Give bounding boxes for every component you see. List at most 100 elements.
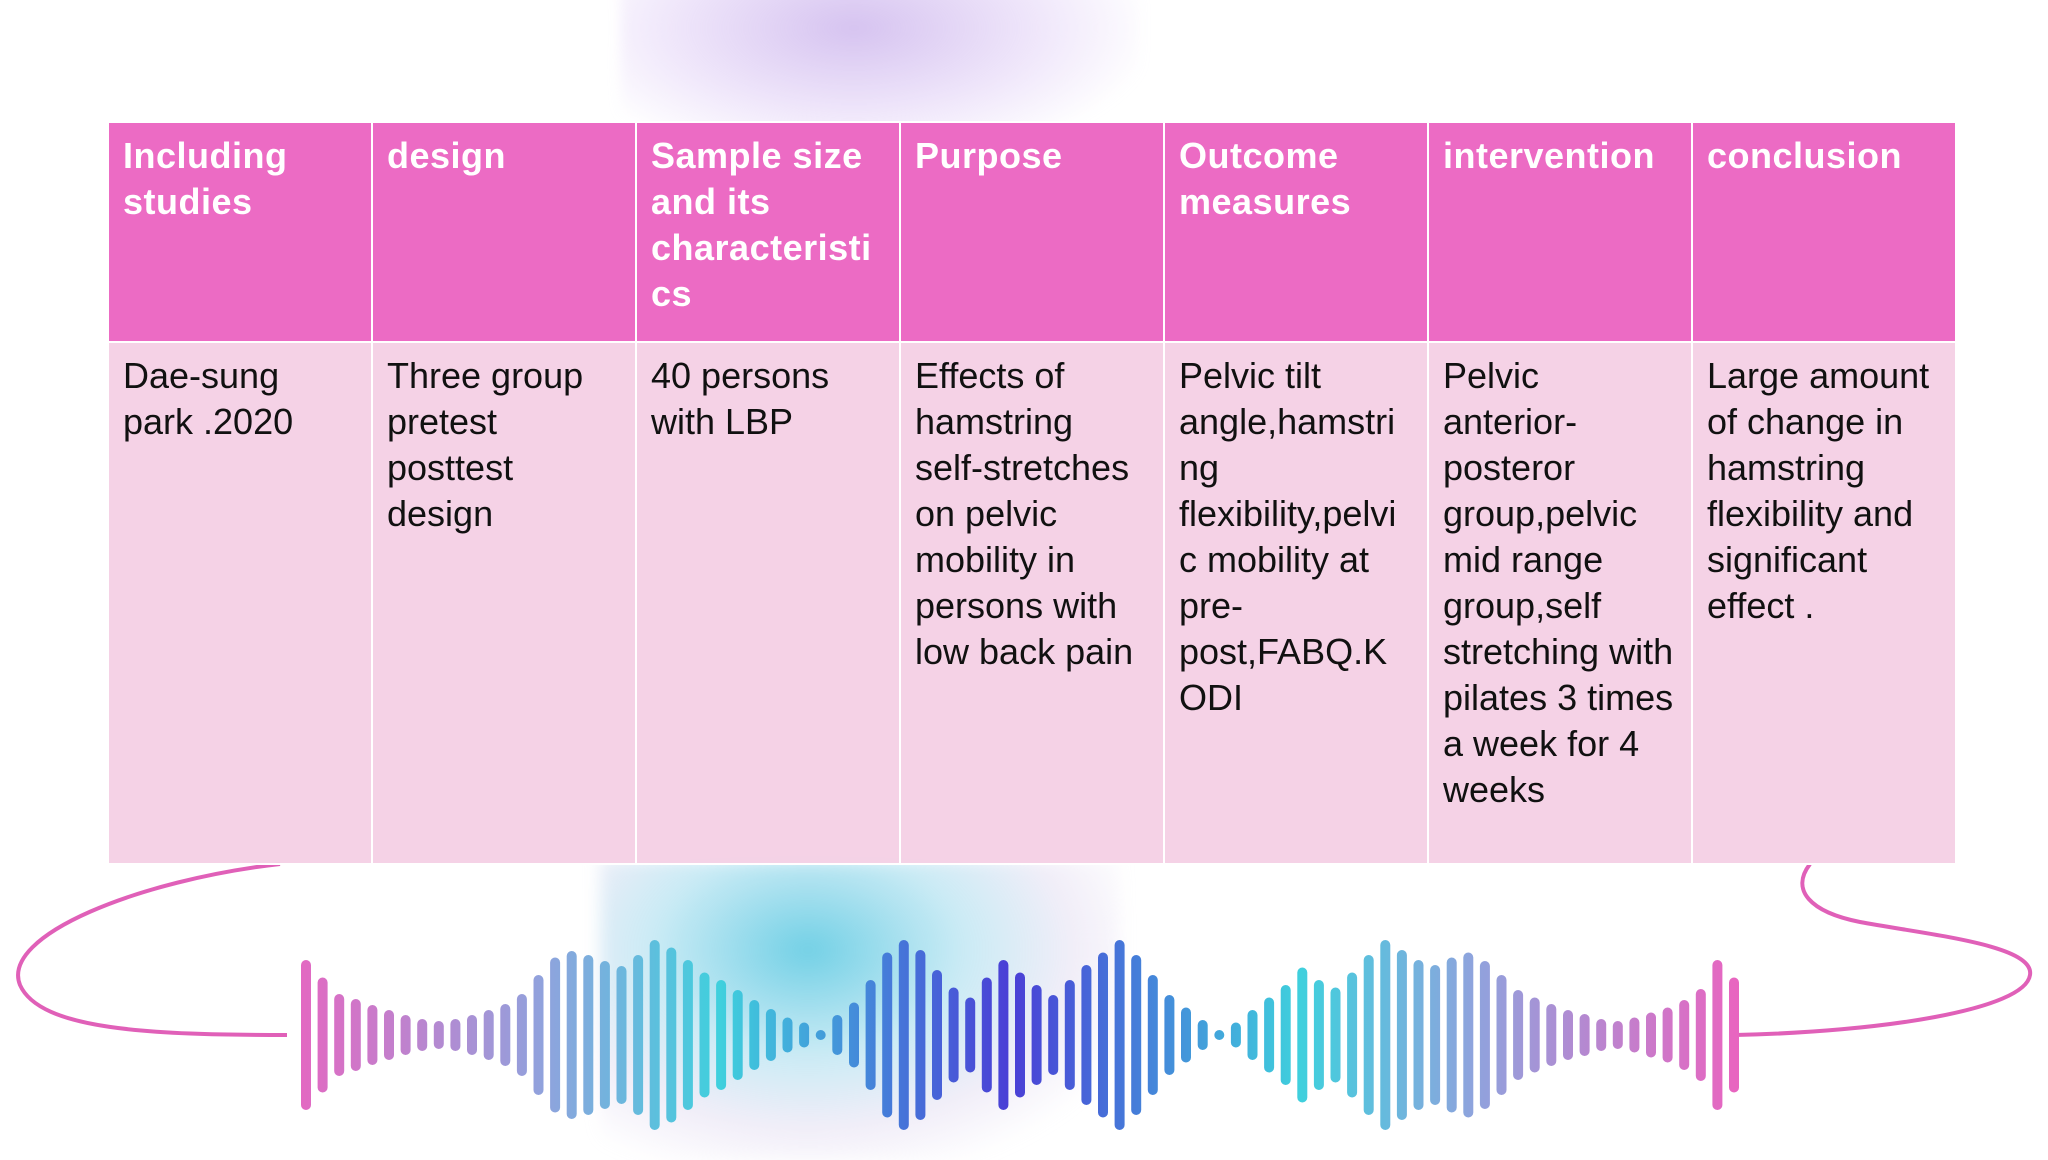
sound-wave-bar: [849, 1002, 859, 1068]
sound-wave-bar: [1695, 989, 1706, 1081]
header-including-studies: Including studies: [107, 121, 373, 343]
study-table-container: Including studies design Sample size and…: [107, 121, 1957, 865]
sound-wave-bar: [483, 1010, 494, 1060]
sound-wave-bar: [1513, 990, 1524, 1080]
sound-wave-bar: [865, 980, 876, 1090]
sound-wave-bar: [616, 966, 627, 1104]
sound-wave-bar: [649, 940, 660, 1130]
cell-including-studies: Dae-sung park .2020: [107, 341, 373, 865]
sound-wave-bar: [533, 975, 544, 1095]
cell-sample-size: 40 persons with LBP: [635, 341, 901, 865]
sound-wave-bar: [832, 1015, 843, 1055]
sound-wave-bar: [1479, 961, 1490, 1109]
sound-wave-bar: [317, 977, 328, 1093]
sound-wave-bar: [566, 951, 577, 1119]
sound-wave-bar: [367, 1005, 378, 1065]
sound-wave-bar: [1164, 995, 1175, 1075]
sound-wave-bar: [682, 960, 693, 1110]
sound-wave-bar: [1413, 960, 1424, 1110]
sound-wave-bar: [882, 952, 893, 1118]
sound-wave-bar: [1313, 980, 1324, 1090]
cell-intervention: Pelvic anterior- posteror group,pelvic m…: [1427, 341, 1693, 865]
sound-wave-bar: [1264, 997, 1275, 1073]
sound-wave-bar: [765, 1009, 776, 1061]
cord-left: [16, 862, 288, 1037]
sound-wave-bar: [1363, 955, 1374, 1115]
sound-wave-bar: [1380, 940, 1391, 1130]
sound-wave-bar: [749, 1000, 760, 1070]
sound-wave-bar: [1579, 1014, 1590, 1056]
sound-wave-bar: [1662, 1007, 1673, 1063]
sound-wave-bar: [633, 955, 644, 1115]
sound-wave-bar: [1015, 972, 1025, 1098]
study-summary-table: Including studies design Sample size and…: [107, 121, 1957, 865]
sound-wave-bar: [782, 1017, 793, 1053]
sound-wave-bar: [450, 1019, 461, 1051]
sound-wave-bar: [350, 999, 361, 1071]
sound-wave-bar: [516, 994, 527, 1076]
sound-wave-bar: [583, 955, 594, 1115]
sound-wave-bar: [1031, 985, 1042, 1085]
sound-wave-bar: [400, 1015, 411, 1055]
header-purpose: Purpose: [899, 121, 1165, 343]
sound-wave-bar: [981, 977, 992, 1093]
sound-wave-bar: [1347, 972, 1358, 1098]
sound-wave-bar: [1396, 950, 1407, 1120]
sound-wave-bar: [1081, 965, 1092, 1105]
header-sample-size: Sample size and its characteristi cs: [635, 121, 901, 343]
sound-wave-bar: [699, 972, 710, 1098]
sound-wave-bar: [998, 960, 1009, 1110]
sound-wave-bar: [500, 1004, 511, 1066]
header-outcome-measures: Outcome measures: [1163, 121, 1429, 343]
sound-wave-bar: [732, 990, 743, 1080]
header-intervention: intervention: [1427, 121, 1693, 343]
sound-wave-bars: [301, 940, 1739, 1130]
sound-wave-bar: [1729, 977, 1739, 1093]
sound-wave-bar: [1646, 1012, 1656, 1058]
sound-wave-bar: [599, 961, 610, 1109]
sound-wave-bar: [898, 940, 909, 1130]
sound-wave-bar: [1131, 955, 1142, 1115]
sound-wave-bar: [384, 1010, 394, 1060]
table-row: Dae-sung park .2020 Three group pretest …: [107, 341, 1957, 865]
sound-wave-bar: [417, 1019, 428, 1051]
sound-wave-bar: [915, 950, 926, 1120]
sound-wave-bar: [1546, 1004, 1557, 1066]
table-header-row: Including studies design Sample size and…: [107, 121, 1957, 343]
sound-wave-bar: [301, 960, 311, 1110]
sound-wave-bar: [1679, 1000, 1690, 1070]
sound-wave-bar: [932, 970, 942, 1100]
cord-right: [1734, 862, 2033, 1037]
sound-wave-bar: [1147, 975, 1158, 1095]
sound-wave-bar: [1563, 1010, 1573, 1060]
sound-wave-bar: [1446, 957, 1457, 1113]
sound-wave-bar: [799, 1022, 810, 1048]
sound-wave-bar: [1496, 975, 1507, 1095]
sound-wave-bar: [1712, 960, 1723, 1110]
sound-wave-bar: [1214, 1030, 1225, 1040]
sound-wave-bar: [1430, 965, 1441, 1105]
sound-wave-bar: [1463, 952, 1474, 1118]
sound-wave-bar: [1098, 952, 1108, 1118]
sound-wave-bar: [948, 987, 959, 1083]
sound-wave-bar: [666, 947, 677, 1123]
sound-wave-bar: [467, 1015, 477, 1055]
header-design: design: [371, 121, 637, 343]
sound-wave-bar: [1529, 997, 1540, 1073]
sound-wave-bar: [1629, 1017, 1640, 1053]
sound-wave-bar: [1612, 1021, 1623, 1049]
cell-outcome-measures: Pelvic tilt angle,hamstri ng flexibility…: [1163, 341, 1429, 865]
sound-wave-bar: [716, 980, 727, 1090]
sound-wave-bar: [1280, 985, 1291, 1085]
sound-wave-bar: [550, 957, 561, 1113]
sound-wave-bar: [1048, 995, 1059, 1075]
sound-wave-bar: [1197, 1020, 1208, 1050]
header-conclusion: conclusion: [1691, 121, 1957, 343]
sound-wave-bar: [1230, 1022, 1241, 1048]
sound-wave-bar: [1114, 940, 1125, 1130]
sound-wave-bar: [1330, 987, 1341, 1083]
sound-wave-bar: [965, 997, 976, 1073]
cell-purpose: Effects of hamstring self-stretches on p…: [899, 341, 1165, 865]
sound-wave-bar: [1181, 1007, 1191, 1063]
